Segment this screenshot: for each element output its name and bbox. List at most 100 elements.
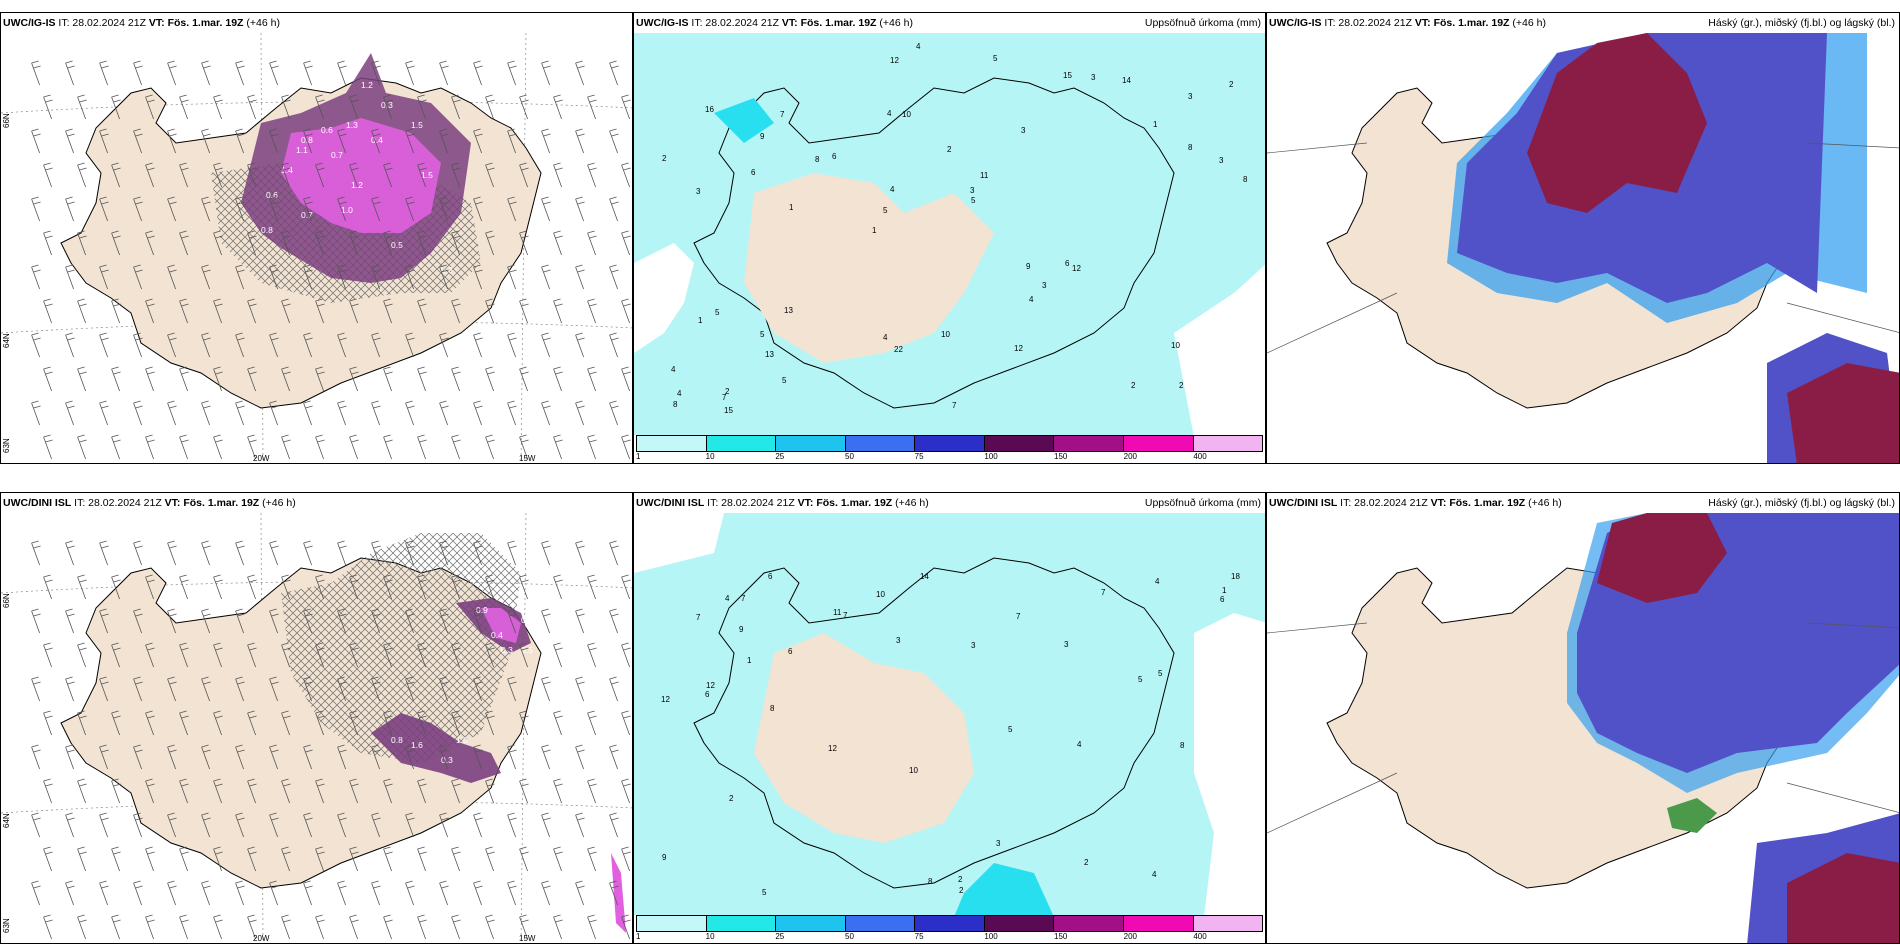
precip-value-label: 2 — [662, 154, 667, 163]
wind-barb — [315, 366, 325, 392]
wind-barb — [31, 812, 41, 838]
wind-value-label: 0.7 — [521, 615, 533, 625]
colorbar-swatch — [845, 916, 916, 931]
wind-barb — [303, 608, 313, 634]
wind-barb — [371, 676, 381, 702]
wind-barb — [587, 642, 597, 668]
wind-barb — [235, 880, 245, 906]
wind-barb — [507, 608, 517, 634]
wind-barb — [133, 676, 143, 702]
wind-cluster-pink — [481, 608, 521, 643]
precip-value-label: 7 — [696, 613, 701, 622]
colorbar: 1 10 25 50 75 100 150 200 400 — [634, 915, 1265, 943]
wind-barb — [269, 744, 279, 770]
wind-barb — [587, 778, 597, 804]
cloud-map-panel-dini: UWC/DINI ISL IT: 28.02.2024 21Z VT: Fös.… — [1266, 492, 1900, 944]
wind-barb — [575, 400, 585, 426]
wind-barb — [111, 574, 121, 600]
wind-barb — [303, 60, 313, 86]
wind-barb — [65, 880, 75, 906]
wind-barb — [383, 914, 393, 940]
colorbar-tick: 100 — [984, 452, 998, 461]
wind-barb — [439, 196, 449, 222]
wind-barb — [133, 400, 143, 426]
wind-barb — [43, 574, 53, 600]
wind-value-label: 1.6 — [411, 740, 423, 750]
wind-barb — [541, 744, 551, 770]
colorbar-tick: 400 — [1193, 452, 1207, 461]
wind-barb — [303, 196, 313, 222]
wind-barb — [213, 366, 223, 392]
precip-value-label: 4 — [725, 594, 730, 603]
precip-value-label: 2 — [729, 794, 734, 803]
wind-barb — [179, 914, 189, 940]
wind-barb — [65, 608, 75, 634]
wind-barb — [507, 812, 517, 838]
precip-value-label: 9 — [739, 625, 744, 634]
wind-barb — [575, 880, 585, 906]
wind-barb — [303, 540, 313, 566]
wind-barb — [31, 880, 41, 906]
colorbar-tick: 200 — [1123, 932, 1138, 941]
wind-barb — [179, 574, 189, 600]
precip-value-label: 2 — [1229, 80, 1234, 89]
wind-barb — [269, 128, 279, 154]
wind-barb — [553, 778, 563, 804]
wind-barb — [281, 778, 291, 804]
wind-barb — [473, 332, 483, 358]
colorbar-swatch — [915, 436, 985, 451]
wind-barb — [507, 128, 517, 154]
wind-value-label: 1.0 — [456, 735, 468, 745]
wind-barb — [315, 574, 325, 600]
colorbar-swatch — [706, 436, 777, 451]
wind-barb — [621, 366, 631, 392]
wind-barb — [439, 332, 449, 358]
wind-barb — [247, 778, 257, 804]
wind-barb — [167, 128, 177, 154]
wind-value-label: 0.2 — [381, 45, 393, 55]
precip-value-label: 3 — [1219, 156, 1224, 165]
lat-label: 66N — [2, 113, 11, 128]
precip-value-label: 5 — [782, 376, 787, 385]
wind-barb — [609, 540, 619, 566]
wind-barb — [77, 366, 87, 392]
wind-barb — [179, 162, 189, 188]
precip-value-label: 8 — [928, 877, 933, 886]
wind-value-label: 0.5 — [386, 65, 398, 75]
wind-barb — [247, 434, 257, 460]
wind-barb — [65, 128, 75, 154]
wind-barb — [77, 574, 87, 600]
wind-value-label: 0.7 — [301, 210, 313, 220]
wind-barb — [451, 914, 461, 940]
wind-barb — [473, 608, 483, 634]
colorbar-tick: 50 — [845, 452, 854, 461]
wind-barb — [609, 676, 619, 702]
wind-barb — [541, 332, 551, 358]
wind-barb — [213, 642, 223, 668]
wind-barb — [349, 778, 359, 804]
wind-barb — [281, 298, 291, 324]
wind-barb — [609, 744, 619, 770]
wind-barb — [553, 162, 563, 188]
wind-barb — [621, 94, 631, 120]
wind-barb — [281, 230, 291, 256]
cloud-map-panel-ig: UWC/IG-IS IT: 28.02.2024 21Z VT: Fös. 1.… — [1266, 12, 1900, 464]
wind-barb — [315, 846, 325, 872]
precip-value-label: 7 — [843, 611, 848, 620]
wind-barb — [485, 94, 495, 120]
wind-barb — [371, 264, 381, 290]
wind-barb — [167, 540, 177, 566]
wind-barb — [439, 60, 449, 86]
wind-barb — [587, 434, 597, 460]
wind-barb — [621, 778, 631, 804]
precip-map-panel-ig: UWC/IG-IS IT: 28.02.2024 21Z VT: Fös. 1.… — [633, 12, 1266, 464]
wind-value-label: 0.6 — [321, 125, 333, 135]
wind-barb — [99, 812, 109, 838]
colorbar-swatch — [1193, 916, 1263, 931]
wind-barb — [99, 400, 109, 426]
wind-value-label: 1.3 — [346, 120, 358, 130]
wind-barb — [417, 298, 427, 324]
wind-value-label: 0.5 — [391, 240, 403, 250]
wind-barb — [65, 676, 75, 702]
wind-barb — [77, 230, 87, 256]
